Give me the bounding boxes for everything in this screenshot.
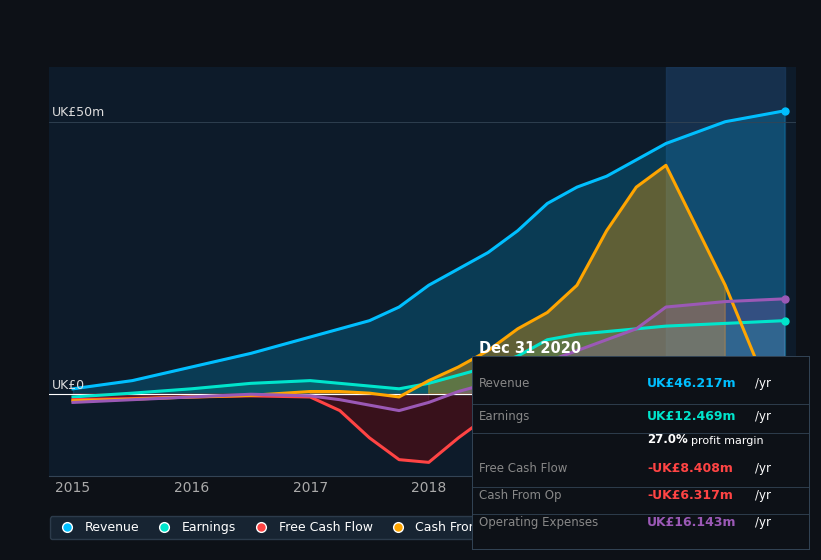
Text: UK£0: UK£0 [52, 379, 85, 391]
Text: UK£12.469m: UK£12.469m [647, 410, 736, 423]
Text: Earnings: Earnings [479, 410, 530, 423]
Text: Free Cash Flow: Free Cash Flow [479, 463, 567, 475]
Text: /yr: /yr [754, 463, 771, 475]
Text: Revenue: Revenue [479, 377, 530, 390]
Text: UK£46.217m: UK£46.217m [647, 377, 736, 390]
Text: /yr: /yr [754, 377, 771, 390]
Text: Dec 31 2020: Dec 31 2020 [479, 340, 581, 356]
Legend: Revenue, Earnings, Free Cash Flow, Cash From Op, Operating Expenses: Revenue, Earnings, Free Cash Flow, Cash … [50, 516, 677, 539]
Bar [666, 67, 785, 476]
Text: Cash From Op: Cash From Op [479, 489, 562, 502]
Text: /yr: /yr [754, 489, 771, 502]
Text: 27.0%: 27.0% [647, 433, 688, 446]
Text: /yr: /yr [754, 410, 771, 423]
Text: UK£50m: UK£50m [52, 106, 105, 119]
Text: /yr: /yr [754, 516, 771, 530]
Text: -UK£6.317m: -UK£6.317m [647, 489, 733, 502]
Text: -UK£8.408m: -UK£8.408m [647, 463, 733, 475]
Text: Operating Expenses: Operating Expenses [479, 516, 598, 530]
Text: UK£16.143m: UK£16.143m [647, 516, 736, 530]
Text: profit margin: profit margin [691, 436, 764, 446]
